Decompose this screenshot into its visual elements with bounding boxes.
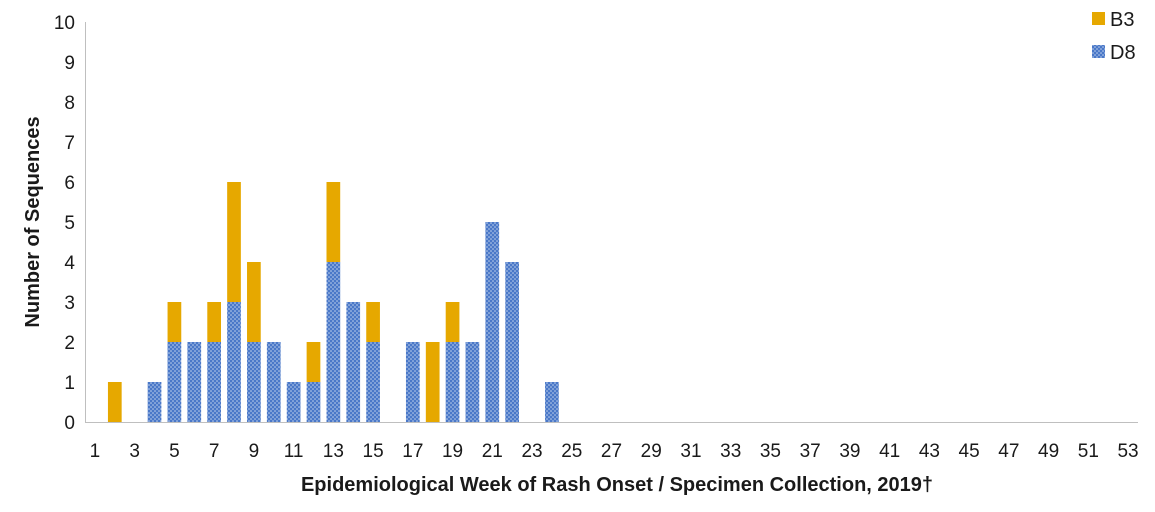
bar-d8-week-14: [346, 302, 361, 422]
bar-d8-week-11: [286, 382, 301, 422]
y-tick-label-0: 0: [64, 413, 75, 434]
bar-d8-week-20: [465, 342, 480, 422]
x-tick-label-39: 39: [839, 441, 860, 462]
bar-d8-week-12: [306, 382, 321, 422]
bar-d8-week-21: [485, 222, 500, 422]
x-tick-label-45: 45: [959, 441, 980, 462]
bar-b3-week-5: [167, 302, 182, 342]
x-tick-label-3: 3: [129, 441, 140, 462]
bar-d8-week-24: [545, 382, 559, 422]
bar-d8-week-9: [247, 342, 261, 422]
bar-d8-week-8: [227, 302, 241, 422]
y-axis-title: Number of Sequences: [22, 116, 44, 327]
y-tick-label-4: 4: [64, 253, 75, 274]
x-tick-label-5: 5: [169, 441, 180, 462]
x-tick-label-33: 33: [720, 441, 741, 462]
legend-label-b3: B3: [1110, 9, 1134, 31]
bar-d8-week-6: [187, 342, 202, 422]
bar-d8-week-5: [167, 342, 182, 422]
y-tick-label-10: 10: [54, 13, 75, 34]
bar-d8-week-22: [505, 262, 520, 422]
bar-b3-week-19: [445, 302, 460, 342]
bar-b3-week-12: [306, 342, 321, 382]
x-tick-label-49: 49: [1038, 441, 1059, 462]
bar-b3-week-15: [366, 302, 380, 342]
bar-b3-week-9: [247, 262, 261, 342]
bar-b3-week-13: [326, 182, 341, 262]
bar-d8-week-15: [366, 342, 380, 422]
legend-label-d8: D8: [1110, 42, 1136, 64]
y-tick-label-9: 9: [64, 53, 75, 74]
x-tick-label-19: 19: [442, 441, 463, 462]
x-tick-label-1: 1: [90, 441, 101, 462]
bar-d8-week-4: [147, 382, 162, 422]
x-axis-title: Epidemiological Week of Rash Onset / Spe…: [301, 474, 933, 496]
legend-swatch-d8: [1092, 45, 1105, 58]
y-tick-label-7: 7: [64, 133, 75, 154]
y-tick-label-8: 8: [64, 93, 75, 114]
bar-d8-week-13: [326, 262, 341, 422]
x-tick-label-7: 7: [209, 441, 220, 462]
legend-swatch-b3: [1092, 12, 1105, 25]
x-tick-label-9: 9: [249, 441, 260, 462]
x-tick-label-13: 13: [323, 441, 344, 462]
x-tick-label-35: 35: [760, 441, 781, 462]
bar-d8-week-19: [445, 342, 460, 422]
bars-layer: [107, 182, 559, 422]
x-tick-label-21: 21: [482, 441, 503, 462]
x-tick-label-29: 29: [641, 441, 662, 462]
x-tick-label-47: 47: [998, 441, 1019, 462]
x-tick-label-31: 31: [680, 441, 701, 462]
x-tick-label-11: 11: [284, 441, 304, 462]
y-tick-labels: 0 1 2 3 4 5 6 7 8 9 10: [54, 13, 76, 434]
y-tick-label-1: 1: [64, 373, 75, 394]
x-tick-labels: 1 3 5 7 9 11 13 15 17 19 21 23 25 27 29 31 33 35 37 39 41 43 4…: [90, 441, 1139, 462]
x-tick-label-51: 51: [1078, 441, 1099, 462]
bar-b3-week-7: [207, 302, 221, 342]
x-tick-label-41: 41: [879, 441, 900, 462]
x-tick-label-53: 53: [1117, 441, 1138, 462]
y-tick-label-2: 2: [64, 333, 75, 354]
x-tick-label-37: 37: [800, 441, 821, 462]
x-tick-label-43: 43: [919, 441, 940, 462]
bar-d8-week-7: [207, 342, 221, 422]
y-tick-label-5: 5: [64, 213, 75, 234]
x-tick-label-27: 27: [601, 441, 622, 462]
y-tick-label-6: 6: [64, 173, 75, 194]
bar-b3-week-8: [227, 182, 241, 302]
x-tick-label-25: 25: [561, 441, 582, 462]
x-tick-label-17: 17: [402, 441, 423, 462]
bar-d8-week-17: [405, 342, 420, 422]
bar-d8-week-10: [266, 342, 281, 422]
bar-b3-week-18: [425, 342, 440, 422]
bar-b3-week-2: [107, 382, 122, 422]
y-tick-label-3: 3: [64, 293, 75, 314]
x-tick-label-23: 23: [521, 441, 542, 462]
legend: B3 D8: [1092, 9, 1136, 64]
x-tick-label-15: 15: [363, 441, 384, 462]
